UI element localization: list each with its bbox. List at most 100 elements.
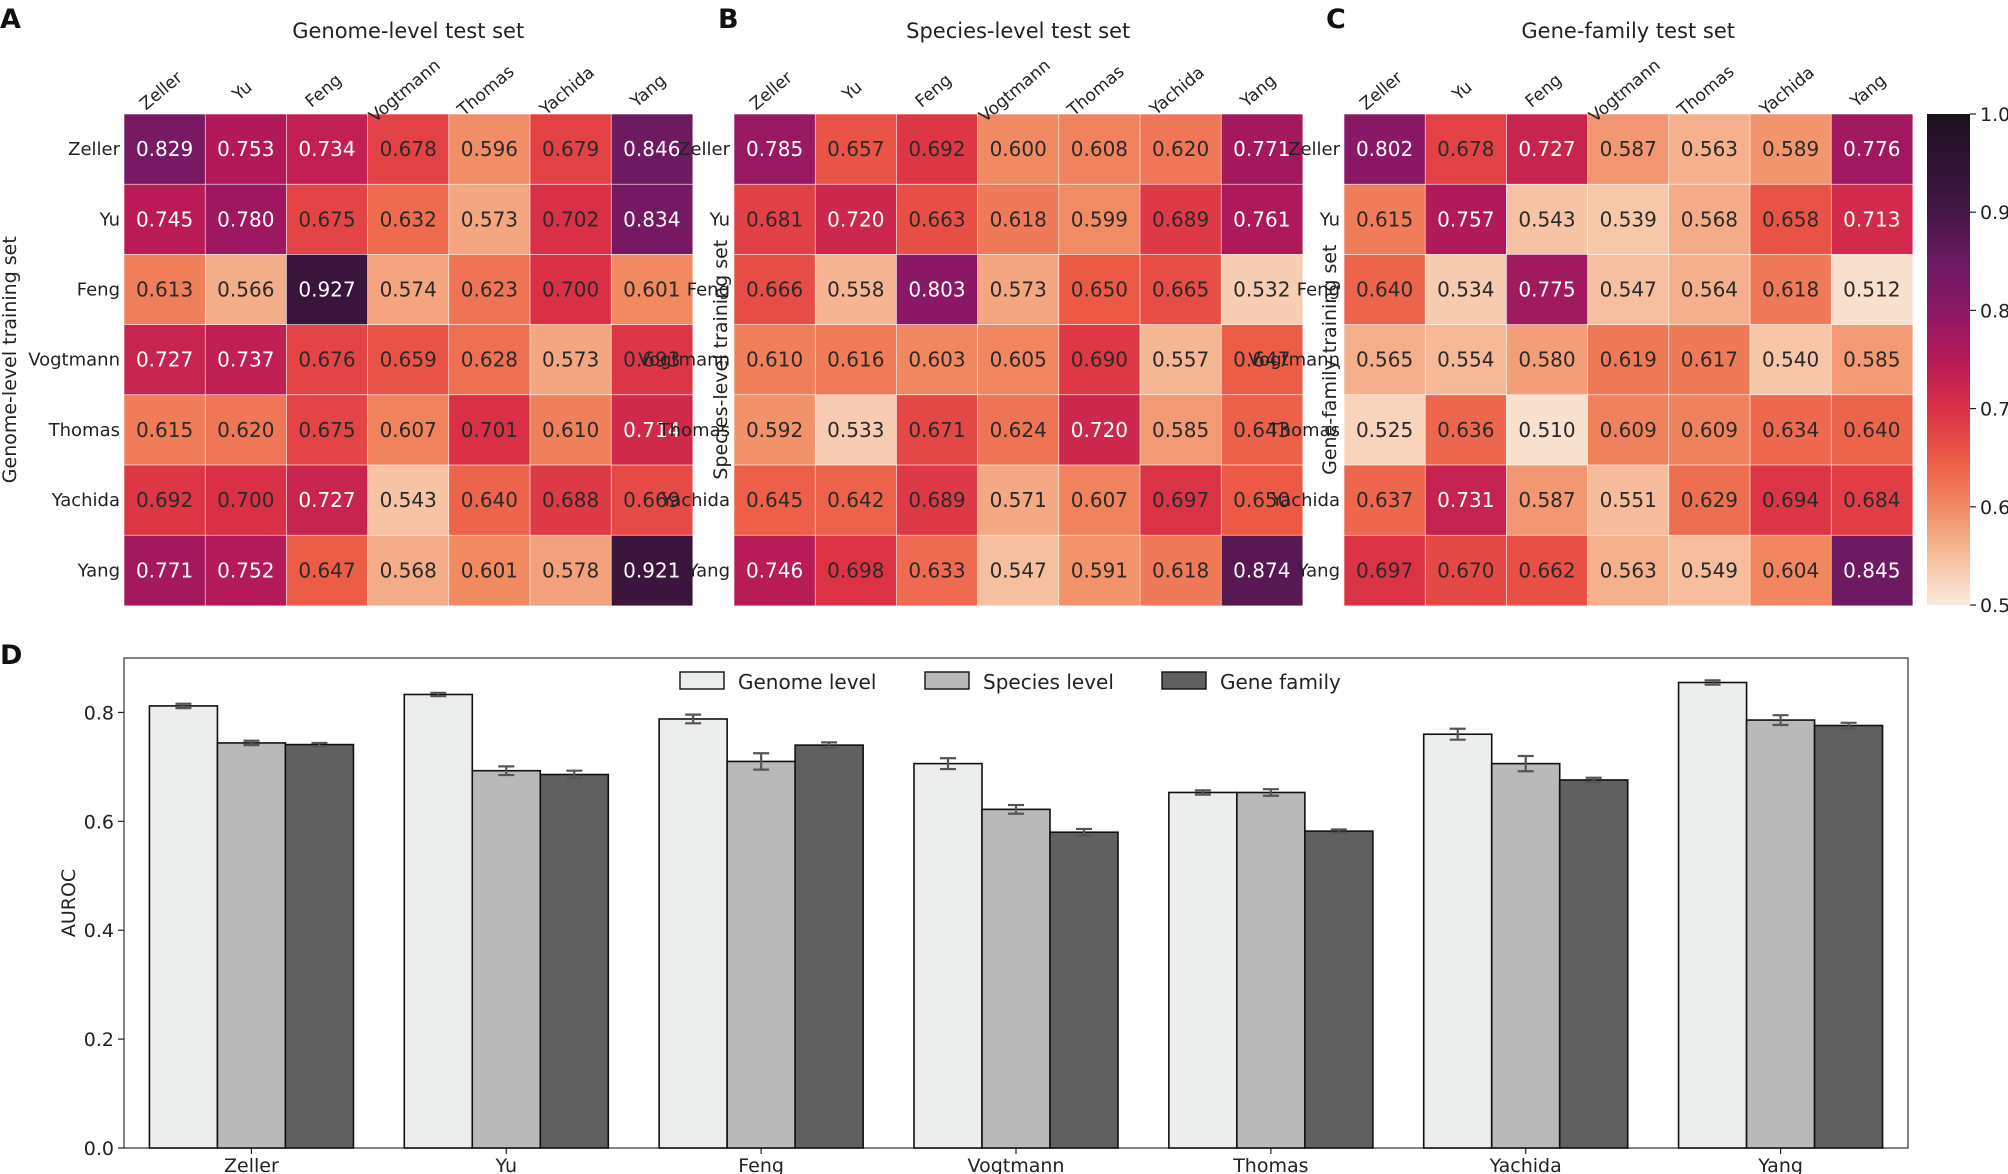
x-tick-label: Feng: [738, 1155, 784, 1174]
bar-genome-level: [913, 762, 983, 1149]
heatmap-cell-label: 0.681: [746, 207, 803, 231]
column-tick-label: Thomas: [453, 62, 518, 121]
heatmap-cell: [896, 324, 979, 396]
heatmap-cell-label: 0.623: [461, 278, 518, 302]
row-tick-label: Yu: [1319, 209, 1340, 230]
heatmap-cell-label: 0.600: [990, 137, 1047, 161]
heatmap-cell: [448, 464, 531, 536]
row-tick-label: Thomas: [1268, 420, 1340, 441]
heatmap-cell: [448, 254, 531, 326]
heatmap-cell: [529, 394, 612, 466]
heatmap-cell-label: 0.620: [1152, 137, 1209, 161]
heatmap-cell-label: 0.525: [1356, 418, 1413, 442]
heatmap-cell: [610, 254, 694, 326]
heatmap-cell-label: 0.554: [1437, 348, 1494, 372]
heatmap-cell-label: 0.771: [136, 558, 193, 582]
heatmap-cell-label: 0.640: [1843, 418, 1900, 442]
heatmap-cell: [896, 183, 979, 256]
heatmap-cell-label: 0.658: [1762, 207, 1819, 231]
heatmap-cell: [733, 183, 816, 256]
bar-gene-family: [1049, 831, 1119, 1149]
heatmap-cell-label: 0.829: [136, 137, 193, 161]
bar-genome-level: [1677, 681, 1748, 1149]
row-tick-label: Feng: [687, 280, 730, 301]
heatmap-cell-label: 0.720: [827, 207, 884, 231]
heatmap-cell-label: 0.746: [746, 558, 803, 582]
heatmap-cell-label: 0.616: [827, 348, 884, 372]
heatmap-cell: [1668, 534, 1751, 607]
heatmap-cell: [1749, 534, 1832, 607]
heatmap-panel-c: C Gene-family test set Gene-family trainin…: [1248, 4, 1914, 607]
heatmap-cell-label: 0.617: [1681, 348, 1738, 372]
bar-gene-family: [539, 773, 610, 1149]
y-tick-label: 0.2: [84, 1029, 114, 1051]
heatmap-cell-label: 0.609: [1600, 418, 1657, 442]
heatmap-cell: [1587, 254, 1670, 326]
heatmap-cell: [448, 534, 531, 607]
heatmap-cell-label: 0.776: [1843, 137, 1900, 161]
heatmap-cell-label: 0.640: [461, 488, 518, 512]
colorbar-tick-label: 0.5: [1980, 595, 2008, 617]
heatmap-cell-label: 0.618: [1152, 558, 1209, 582]
heatmap-cell-label: 0.643: [1233, 418, 1290, 442]
heatmap-cell: [286, 394, 369, 466]
heatmap-cell: [1830, 113, 1914, 185]
heatmap-cell-label: 0.605: [990, 348, 1047, 372]
heatmap-cell: [1668, 394, 1751, 466]
heatmap-cell-label: 0.670: [1437, 558, 1494, 582]
heatmap-cell-label: 0.697: [1356, 558, 1413, 582]
legend: Genome level Species level Gene family: [679, 670, 1341, 694]
heatmap-cell-label: 0.629: [1681, 488, 1738, 512]
heatmap-cell-label: 0.678: [380, 137, 437, 161]
heatmap-cell-label: 0.578: [542, 558, 599, 582]
heatmap-cell: [1424, 534, 1508, 607]
heatmap-cell-label: 0.628: [461, 348, 518, 372]
heatmap-cell-label: 0.566: [217, 278, 274, 302]
column-tick-label: Yachida: [1145, 63, 1208, 120]
heatmap-cell-label: 0.568: [380, 558, 437, 582]
column-tick-label: Yachida: [1755, 63, 1818, 120]
heatmap-cell-label: 0.690: [1071, 348, 1128, 372]
column-tick-label: Zeller: [1356, 68, 1406, 115]
heatmap-cell-label: 0.671: [908, 418, 965, 442]
heatmap-cell: [204, 464, 288, 536]
heatmap-cell: [1506, 324, 1589, 396]
heatmap-cell: [896, 113, 979, 185]
column-tick-label: Thomas: [1063, 62, 1128, 121]
bar-species-level: [1490, 762, 1561, 1149]
row-tick-label: Zeller: [678, 139, 730, 160]
bar-gene-family: [284, 743, 355, 1149]
heatmap-cell: [733, 324, 816, 396]
row-tick-label: Zeller: [68, 139, 120, 160]
legend-label: Species level: [983, 670, 1114, 694]
heatmap-cell: [1343, 183, 1426, 256]
heatmap-cell-label: 0.689: [908, 488, 965, 512]
heatmap-cell: [1668, 254, 1751, 326]
heatmap-cell: [1139, 394, 1222, 466]
heatmap-cell: [1424, 254, 1508, 326]
heatmap-cell: [1587, 183, 1670, 256]
column-tick-label: Zeller: [136, 68, 186, 115]
row-tick-label: Feng: [1297, 280, 1340, 301]
heatmap-cell: [286, 254, 369, 326]
heatmap-cell: [1506, 534, 1589, 607]
heatmap-cell-label: 0.543: [380, 488, 437, 512]
heatmap-cell: [204, 254, 288, 326]
heatmap-cell-label: 0.543: [1518, 207, 1575, 231]
heatmap-cell-label: 0.549: [1681, 558, 1738, 582]
heatmap-cell-label: 0.714: [623, 418, 680, 442]
heatmap-cell: [1587, 113, 1670, 185]
column-tick-label: Yang: [1236, 71, 1280, 113]
y-tick-label: 0.6: [84, 811, 114, 833]
heatmap-cell: [1058, 464, 1141, 536]
row-tick-label: Yachida: [51, 490, 120, 511]
heatmap-cell-label: 0.604: [1762, 558, 1819, 582]
heatmap-cell: [1668, 183, 1751, 256]
panel-letter: D: [0, 640, 22, 671]
heatmap-cell-label: 0.587: [1518, 488, 1575, 512]
heatmap-cell: [814, 394, 898, 466]
heatmap-cell-label: 0.573: [461, 207, 518, 231]
heatmap-cell-label: 0.634: [1762, 418, 1819, 442]
legend-swatch: [1161, 671, 1207, 690]
heatmap-cell-label: 0.615: [1356, 207, 1413, 231]
